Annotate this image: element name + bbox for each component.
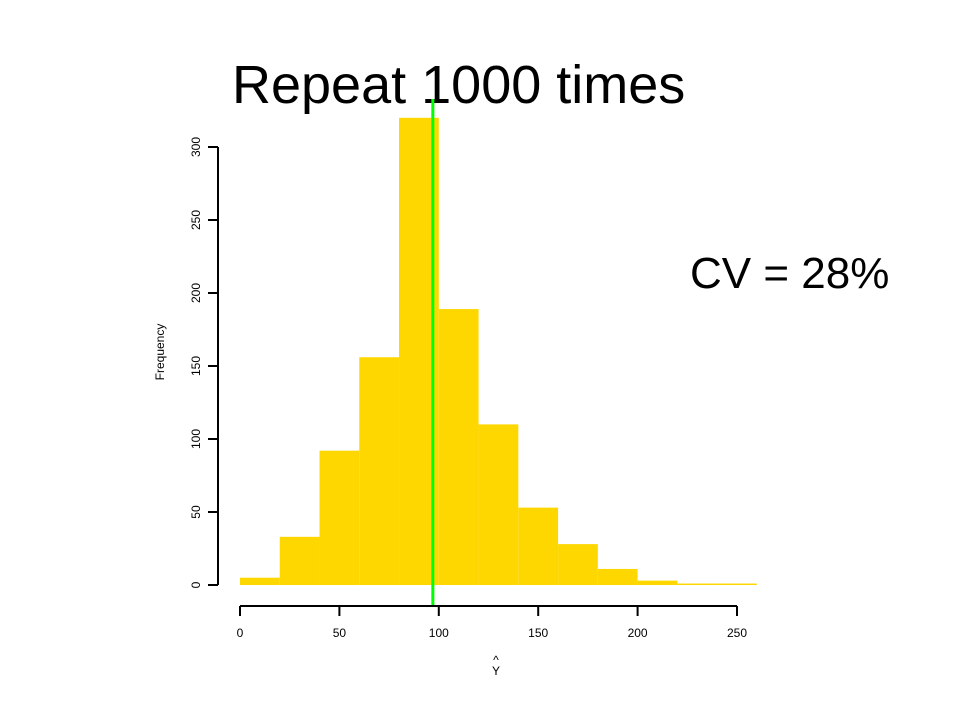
- x-tick-label: 200: [628, 626, 648, 640]
- histogram-bar: [438, 309, 479, 585]
- histogram-bar: [279, 536, 320, 585]
- x-tick-label: 0: [237, 626, 244, 640]
- x-axis-title: Y: [492, 664, 500, 678]
- y-tick-label: 200: [189, 283, 203, 303]
- histogram-bar: [677, 583, 718, 585]
- y-axis: 0 50 100 150 200 250 300: [189, 137, 219, 588]
- y-tick-label: 50: [189, 505, 203, 519]
- x-tick-label: 150: [528, 626, 548, 640]
- histogram-bar: [717, 583, 757, 585]
- y-tick-label: 300: [189, 137, 203, 157]
- histogram-bar: [359, 357, 400, 585]
- bars-group: [240, 117, 757, 586]
- y-tick-label: 0: [189, 581, 203, 588]
- y-axis-title: Frequency: [153, 324, 167, 381]
- x-tick-label: 250: [727, 626, 747, 640]
- y-tick-label: 150: [189, 356, 203, 376]
- histogram-bar: [319, 450, 360, 585]
- x-axis: 0 50 100 150 200 250: [237, 605, 747, 640]
- histogram-bar: [518, 507, 559, 585]
- histogram-bar: [240, 577, 280, 585]
- histogram-bar: [637, 580, 678, 585]
- y-tick-label: 100: [189, 429, 203, 449]
- x-tick-label: 50: [333, 626, 347, 640]
- cv-annotation: CV = 28%: [690, 249, 890, 298]
- histogram-bar: [597, 568, 638, 585]
- slide-title: Repeat 1000 times: [232, 55, 686, 115]
- histogram-bar: [478, 424, 519, 585]
- x-axis-title-accent: ^: [493, 653, 499, 667]
- histogram-bar: [558, 544, 598, 585]
- y-tick-label: 250: [189, 210, 203, 230]
- x-tick-label: 100: [429, 626, 449, 640]
